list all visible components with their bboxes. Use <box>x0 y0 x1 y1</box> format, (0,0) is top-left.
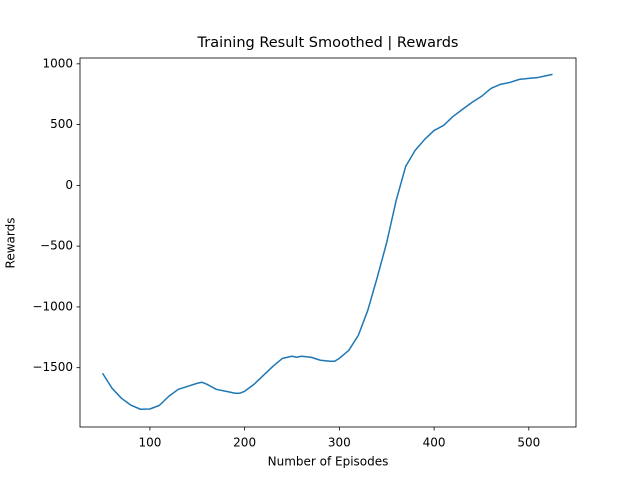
x-tick-label: 500 <box>517 436 540 450</box>
plot-frame <box>79 57 577 428</box>
y-tick-label: 500 <box>50 117 73 131</box>
data-line <box>101 73 553 410</box>
x-axis-label: Number of Episodes <box>268 455 389 469</box>
y-tick-label: 1000 <box>42 56 73 70</box>
y-tick-label: −500 <box>40 239 73 253</box>
y-tick-label: 0 <box>65 178 73 192</box>
chart-title: Training Result Smoothed | Rewards <box>197 35 459 51</box>
y-tick-label: −1000 <box>32 299 73 313</box>
y-axis-label: Rewards <box>4 218 18 269</box>
y-tick-label: −1500 <box>32 360 73 374</box>
x-tick-label: 400 <box>423 436 446 450</box>
x-tick-label: 200 <box>233 436 256 450</box>
x-tick-label: 300 <box>328 436 351 450</box>
x-tick-label: 100 <box>138 436 161 450</box>
